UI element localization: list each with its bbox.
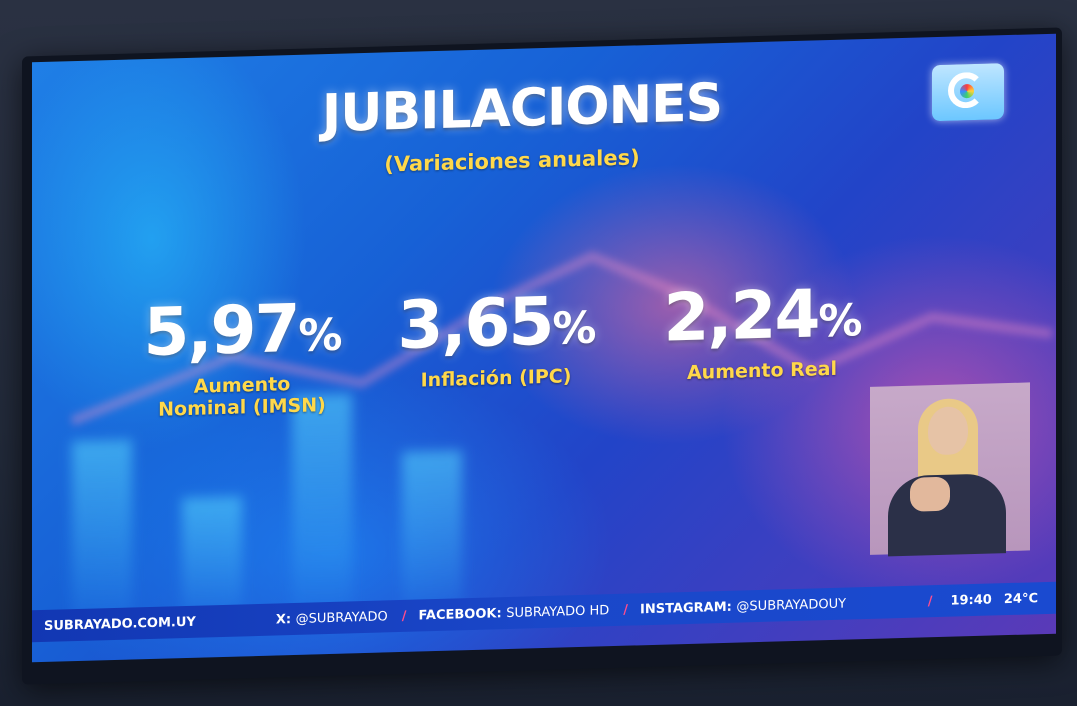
ticker-separator: / (401, 608, 407, 624)
ticker-facebook: FACEBOOK: SUBRAYADO HD (418, 602, 610, 624)
stat-inflation: 3,65% Inflación (IPC) (376, 282, 616, 393)
stat-nominal-increase: 5,97% Aumento Nominal (IMSN) (122, 289, 362, 422)
ticker-temperature: 24°C (1003, 590, 1038, 607)
ticker-x: X: @SUBRAYADO (275, 608, 388, 627)
interpreter-face (928, 406, 968, 456)
ticker-site: SUBRAYADO.COM.UY (44, 614, 196, 634)
stat-real-increase: 2,24% Aumento Real (642, 275, 882, 386)
stat-value: 5,97% (143, 289, 341, 372)
stat-value: 3,65% (397, 282, 595, 365)
channel-logo-icon (932, 63, 1004, 122)
ticker-instagram: INSTAGRAM: @SUBRAYADOUY (640, 596, 847, 617)
stat-value: 2,24% (663, 275, 861, 357)
interpreter-video (870, 382, 1030, 557)
interpreter-hands (910, 476, 950, 512)
ticker-time: 19:40 (950, 591, 992, 609)
tv-screen: JUBILACIONES (Variaciones anuales) 5,97%… (32, 33, 1056, 663)
ticker-separator: / (623, 602, 628, 618)
background-trend-line (70, 251, 1053, 426)
ticker-separator: / (927, 593, 933, 609)
